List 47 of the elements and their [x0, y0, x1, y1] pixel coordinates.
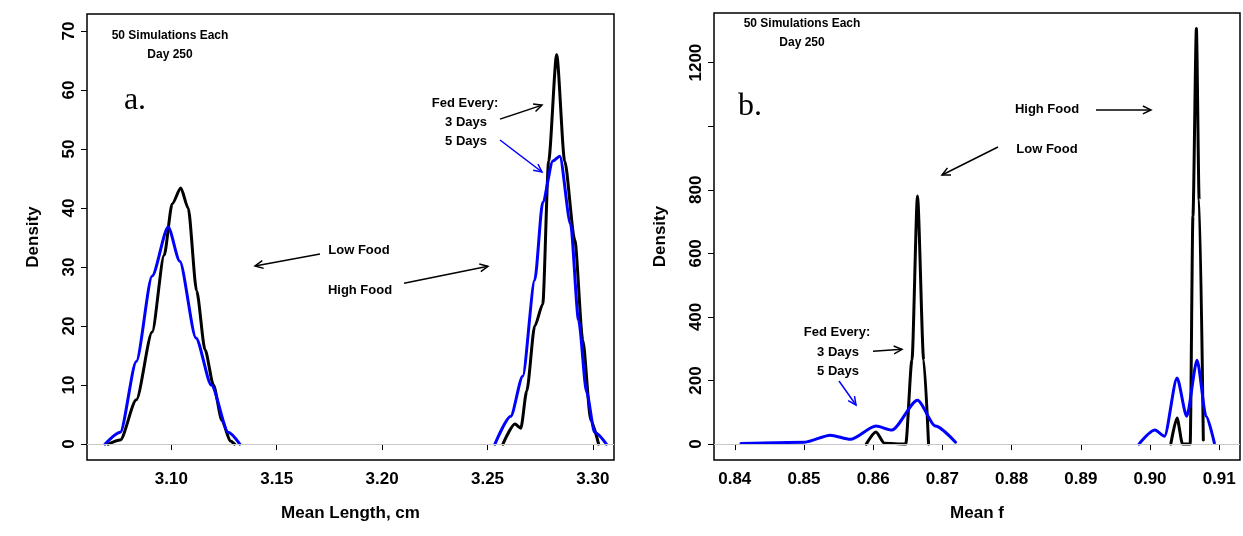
- y-tick-label: 60: [59, 80, 78, 100]
- annotation: 50 Simulations Each: [743, 16, 861, 30]
- annotation: Fed Every:: [431, 94, 499, 110]
- y-axis-title: Density: [650, 205, 669, 268]
- y-axis-title: Density: [23, 205, 42, 268]
- y-tick-label: 200: [686, 366, 705, 395]
- x-tick-label: 0.91: [1202, 469, 1236, 488]
- x-axis-title: Mean Length, cm: [281, 503, 420, 522]
- x-tick-label: 3.30: [576, 469, 610, 488]
- y-tick-label: 70: [59, 21, 78, 41]
- x-tick-label: 0.84: [718, 469, 752, 488]
- y-tick-label: 50: [59, 139, 78, 159]
- annotation: 5 Days: [445, 132, 487, 148]
- y-tick-label: 0: [686, 439, 705, 449]
- x-tick-label: 3.15: [260, 469, 294, 488]
- x-tick-label: 3.25: [470, 469, 505, 488]
- y-tick-label: 10: [59, 375, 78, 395]
- annotation: 3 Days: [445, 113, 487, 129]
- annotation: High Food: [1014, 100, 1080, 116]
- annotation: 3 Days: [817, 343, 859, 359]
- y-tick-label: 600: [686, 239, 705, 268]
- annotation: 50 Simulations Each: [111, 28, 229, 42]
- y-tick-label: 20: [59, 316, 78, 336]
- y-tick-label: 800: [686, 175, 705, 204]
- annotation: Low Food: [1016, 140, 1078, 156]
- annotation: Fed Every:: [803, 323, 871, 339]
- y-tick-label: 400: [686, 302, 705, 332]
- annotation: a.: [123, 80, 147, 116]
- x-tick-label: 0.89: [1064, 469, 1098, 488]
- y-tick-label: 40: [59, 198, 78, 218]
- x-tick-label: 0.88: [995, 469, 1029, 488]
- x-tick-label: 0.90: [1133, 469, 1167, 488]
- annotation: Low Food: [328, 241, 390, 257]
- x-axis-title: Mean f: [950, 503, 1005, 522]
- x-tick-label: 3.10: [154, 469, 188, 488]
- y-tick-label: 30: [59, 257, 78, 277]
- y-tick-label: 0: [59, 439, 78, 449]
- y-tick-label: 1200: [686, 43, 705, 82]
- x-tick-label: 0.86: [856, 469, 890, 488]
- x-tick-label: 3.20: [365, 469, 399, 488]
- x-tick-label: 0.85: [787, 469, 821, 488]
- annotation: b.: [738, 86, 762, 122]
- x-tick-label: 0.87: [925, 469, 959, 488]
- annotation: Day 250: [147, 47, 194, 61]
- annotation: Day 250: [779, 35, 826, 49]
- annotation: 5 Days: [817, 362, 859, 378]
- annotation: High Food: [327, 281, 393, 297]
